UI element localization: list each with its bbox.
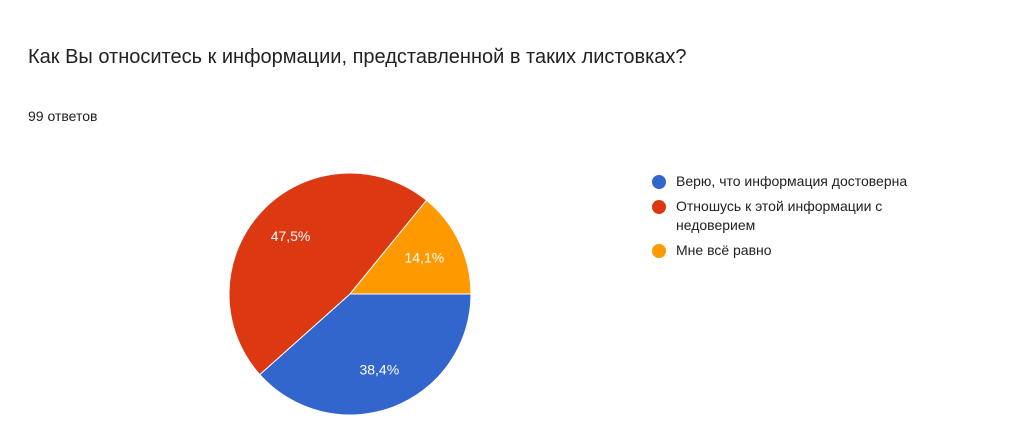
legend-item: Отношусь к этой информации с недоверием [652, 197, 942, 235]
pie-slice [259, 293, 472, 416]
legend-label: Отношусь к этой информации с недоверием [676, 198, 883, 233]
legend-item: Мне всё равно [652, 241, 942, 260]
legend-marker [652, 175, 666, 189]
pie-slice [348, 199, 472, 295]
legend-label: Верю, что информация достоверна [676, 173, 908, 189]
legend-label: Мне всё равно [676, 242, 772, 258]
slice-label: 47,5% [271, 228, 311, 244]
legend-marker [652, 200, 666, 214]
legend-item: Верю, что информация достоверна [652, 172, 942, 191]
chart-subtitle: 99 ответов [28, 108, 98, 124]
slice-label: 38,4% [359, 362, 399, 378]
chart-title: Как Вы относитесь к информации, представ… [28, 46, 687, 68]
pie-slice [228, 172, 428, 376]
legend: Верю, что информация достоверна Отношусь … [652, 172, 942, 266]
slice-label: 14,1% [404, 249, 444, 265]
legend-marker [652, 244, 666, 258]
